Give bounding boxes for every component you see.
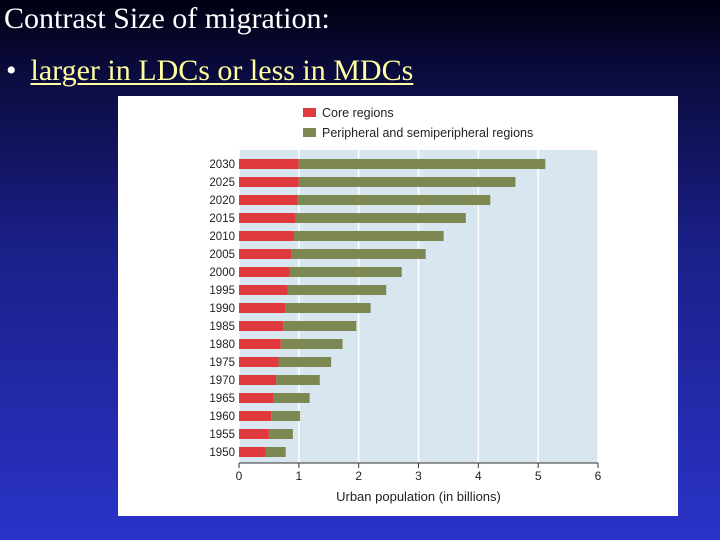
bar-core-regions xyxy=(239,213,296,223)
category-label: 1970 xyxy=(209,375,235,387)
category-label: 2020 xyxy=(209,195,235,207)
bar-peripheral-regions xyxy=(265,447,286,457)
x-axis-label: Urban population (in billions) xyxy=(336,489,501,504)
bullet-item: • larger in LDCs or less in MDCs xyxy=(6,54,413,88)
category-label: 1990 xyxy=(209,303,235,315)
bar-core-regions xyxy=(239,429,269,439)
bar-peripheral-regions xyxy=(268,429,293,439)
bullet-marker: • xyxy=(6,54,17,87)
category-labels: 2030 2025 2020 2015 2010 2005 2000 1995 1990 1985… xyxy=(209,159,235,459)
bar-core-regions xyxy=(239,177,299,187)
legend-label: Core regions xyxy=(322,106,394,120)
x-tick-label: 2 xyxy=(355,469,362,483)
bar-core-regions xyxy=(239,447,266,457)
bar-core-regions xyxy=(239,357,279,367)
bar-peripheral-regions xyxy=(287,285,387,295)
category-label: 1975 xyxy=(209,357,235,369)
figure-panel: Core regions Peripheral and semiperiphera… xyxy=(118,96,678,516)
legend-swatch xyxy=(303,108,316,117)
bullet-text: larger in LDCs or less in MDCs xyxy=(30,54,414,87)
category-label: 2000 xyxy=(209,267,235,279)
category-label: 2030 xyxy=(209,159,235,171)
bar-peripheral-regions xyxy=(289,267,402,277)
bar-core-regions xyxy=(239,267,290,277)
bar-core-regions xyxy=(239,159,299,169)
bar-peripheral-regions xyxy=(291,249,426,259)
urban-population-chart: Core regions Peripheral and semiperiphera… xyxy=(209,106,602,504)
slide-title: Contrast Size of migration: xyxy=(4,2,330,35)
x-tick-label: 5 xyxy=(535,469,542,483)
legend-label: Peripheral and semiperipheral regions xyxy=(322,126,533,140)
x-axis: 0 1 2 3 4 5 6 xyxy=(236,462,602,483)
bar-core-regions xyxy=(239,411,272,421)
bar-core-regions xyxy=(239,285,288,295)
chart-legend: Core regions Peripheral and semiperiphera… xyxy=(303,106,533,140)
bar-peripheral-regions xyxy=(285,303,371,313)
bar-core-regions xyxy=(239,375,277,385)
category-label: 1980 xyxy=(209,339,235,351)
category-label: 1965 xyxy=(209,393,235,405)
bar-peripheral-regions xyxy=(295,213,466,223)
bar-core-regions xyxy=(239,393,274,403)
x-tick-label: 4 xyxy=(475,469,482,483)
category-label: 2005 xyxy=(209,249,235,261)
bar-peripheral-regions xyxy=(283,321,357,331)
bar-peripheral-regions xyxy=(276,375,320,385)
bar-peripheral-regions xyxy=(298,177,516,187)
x-tick-label: 6 xyxy=(595,469,602,483)
bar-peripheral-regions xyxy=(297,195,491,205)
bar-peripheral-regions xyxy=(278,357,332,367)
bar-peripheral-regions xyxy=(294,231,444,241)
x-tick-label: 3 xyxy=(415,469,422,483)
category-label: 1995 xyxy=(209,285,235,297)
category-label: 1960 xyxy=(209,411,235,423)
legend-swatch xyxy=(303,128,316,137)
bar-peripheral-regions xyxy=(298,159,546,169)
bar-core-regions xyxy=(239,321,284,331)
bar-peripheral-regions xyxy=(273,393,310,403)
bar-peripheral-regions xyxy=(271,411,301,421)
category-label: 1985 xyxy=(209,321,235,333)
x-tick-label: 0 xyxy=(236,469,243,483)
bars-group xyxy=(239,159,546,457)
bar-core-regions xyxy=(239,339,281,349)
category-label: 2015 xyxy=(209,213,235,225)
category-label: 1955 xyxy=(209,429,235,441)
x-tick-label: 1 xyxy=(295,469,302,483)
bar-core-regions xyxy=(239,249,292,259)
bar-peripheral-regions xyxy=(280,339,343,349)
category-label: 1950 xyxy=(209,447,235,459)
category-label: 2025 xyxy=(209,177,235,189)
bar-core-regions xyxy=(239,195,298,205)
bar-core-regions xyxy=(239,231,295,241)
bar-core-regions xyxy=(239,303,286,313)
category-label: 2010 xyxy=(209,231,235,243)
